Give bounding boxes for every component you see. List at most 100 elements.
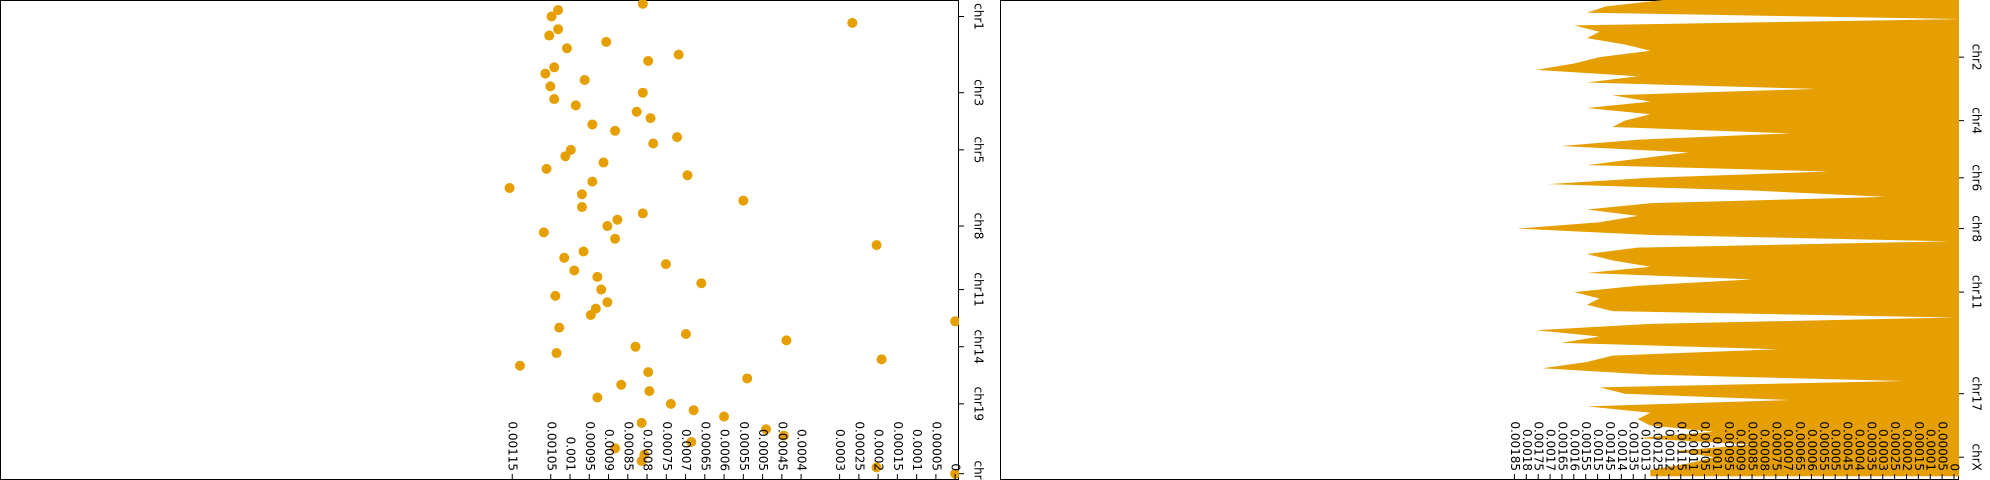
y-tick-label: chr8: [972, 213, 986, 240]
x-tick-label: 0.00045: [775, 421, 789, 471]
x-tick-label: 0.00105: [1698, 421, 1712, 471]
x-tick-label: 0.00075: [1769, 421, 1783, 471]
point: [549, 94, 560, 105]
point: [781, 335, 792, 346]
x-tick-label: 0.00005: [929, 421, 943, 471]
point: [610, 233, 621, 244]
x-tick-label: 0.0009: [602, 429, 616, 471]
point: [576, 202, 587, 212]
x-tick-label: 0.0005: [756, 429, 770, 471]
point: [680, 329, 691, 339]
x-tick-label: 0.0008: [641, 429, 655, 471]
point: [514, 360, 525, 371]
point: [742, 373, 753, 384]
x-tick-label: 0.0005: [1829, 429, 1843, 471]
point: [612, 214, 623, 225]
point: [876, 354, 887, 365]
point: [553, 24, 564, 35]
x-tick-label: 0.00015: [1912, 421, 1926, 471]
point: [871, 240, 882, 251]
point: [559, 252, 570, 263]
x-tick-label: 0.0008: [1757, 429, 1771, 471]
point: [686, 436, 697, 447]
point: [587, 119, 598, 130]
x-tick-label: 0.0015: [1591, 429, 1605, 471]
point: [630, 341, 641, 352]
y-tick-label: chr11: [972, 272, 986, 306]
point: [554, 322, 565, 333]
x-tick-label: 0.001: [564, 437, 578, 471]
x-tick-label: 0.0003: [1876, 429, 1890, 471]
x-tick-label: 0.0011: [1686, 429, 1700, 471]
point: [643, 367, 654, 378]
point: [637, 87, 648, 98]
point: [587, 176, 598, 187]
x-tick-label: 0.0006: [1805, 429, 1819, 471]
point: [602, 297, 613, 308]
x-tick-label: 0.00115: [1674, 421, 1688, 471]
point: [871, 462, 882, 473]
x-tick-label: 0.0002: [872, 429, 886, 471]
point: [569, 265, 580, 276]
x-tick-label: 0.00165: [1555, 421, 1569, 471]
y-tick-label: chr6: [1970, 164, 1984, 191]
x-tick-label: 0.00095: [1722, 421, 1736, 471]
point: [578, 246, 589, 257]
y-tick-label: chrX: [1970, 444, 1984, 471]
x-tick-label: 0.00065: [698, 421, 712, 471]
y-tick-label: chr2: [1970, 44, 1984, 71]
point: [950, 316, 959, 327]
point: [645, 113, 656, 124]
point: [847, 17, 858, 28]
x-tick-label: 0.00095: [583, 421, 597, 471]
x-tick-label: 0.0016: [1567, 429, 1581, 471]
x-tick-label: 0.0006: [718, 429, 732, 471]
x-tick-label: 0.0009: [1734, 429, 1748, 471]
point: [553, 5, 564, 16]
x-tick-label: 0.00145: [1603, 421, 1617, 471]
x-tick-label: 0.00005: [1936, 421, 1950, 471]
point: [660, 259, 671, 270]
point: [631, 106, 642, 117]
point: [544, 30, 555, 41]
point: [673, 49, 684, 60]
point: [637, 208, 648, 219]
point: [551, 348, 562, 359]
y-tick-label: chr17: [1970, 376, 1984, 410]
point: [549, 62, 560, 73]
point: [778, 430, 789, 441]
point: [538, 227, 549, 238]
y-tick-label: chr8: [1970, 215, 1984, 242]
x-tick-label: 0.00085: [1746, 421, 1760, 471]
point: [610, 125, 621, 136]
y-tick-label: chr5: [972, 136, 986, 163]
x-tick-label: 0.00175: [1532, 421, 1546, 471]
x-tick-label: 0.00055: [1817, 421, 1831, 471]
point: [585, 309, 596, 320]
y-tick-label: chr1: [972, 3, 986, 30]
x-tick-label: 0.0004: [795, 429, 809, 471]
point: [636, 417, 647, 428]
x-tick-label: 0.0013: [1639, 429, 1653, 471]
y-tick-label: chr4: [1970, 107, 1984, 134]
x-tick-label: 0.0012: [1662, 429, 1676, 471]
x-tick-label: 0.00135: [1627, 421, 1641, 471]
point: [546, 11, 557, 22]
point: [637, 0, 648, 9]
x-tick-label: 0.0003: [833, 429, 847, 471]
point: [648, 138, 659, 149]
x-tick-label: 0.0001: [1924, 429, 1938, 471]
y-tick-label: chrY: [972, 460, 986, 480]
x-tick-label: 0.00185: [1508, 421, 1522, 471]
point: [688, 405, 699, 416]
point: [602, 221, 613, 232]
x-tick-label: 0.0004: [1852, 429, 1866, 471]
point: [644, 386, 655, 397]
point: [665, 398, 676, 409]
point: [636, 456, 647, 466]
plot-area: [504, 0, 959, 479]
point: [561, 43, 572, 54]
x-tick-label: 0.00075: [660, 421, 674, 471]
